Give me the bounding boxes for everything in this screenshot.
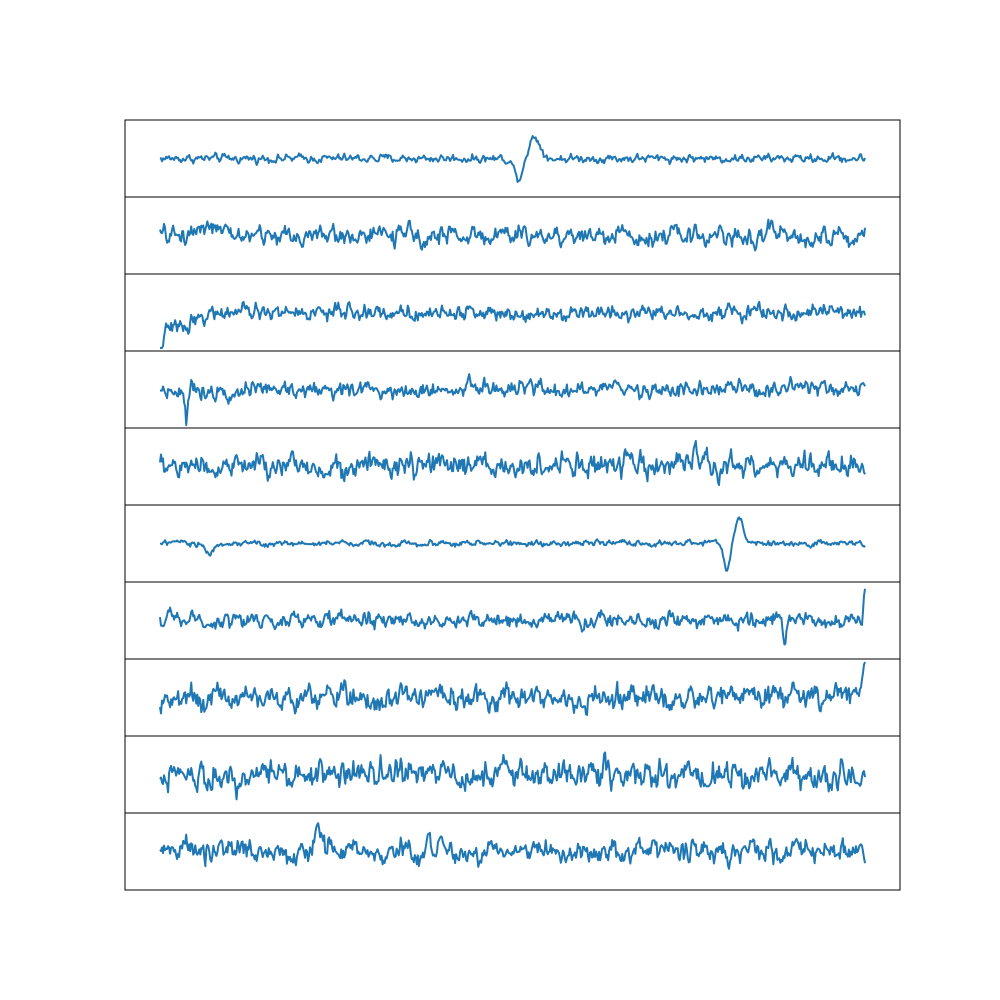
series-line-panel-10 — [159, 822, 866, 870]
series-line-panel-7 — [159, 588, 866, 646]
series-line-panel-4 — [159, 373, 866, 426]
panel-10 — [124, 812, 901, 891]
panel-frame-10 — [124, 812, 901, 891]
series-line-panel-2 — [159, 218, 866, 252]
series-line-panel-9 — [159, 751, 866, 801]
series-line-panel-5 — [159, 439, 866, 487]
series-line-panel-8 — [159, 661, 866, 716]
series-line-panel-6 — [159, 516, 866, 572]
series-line-panel-1 — [159, 135, 866, 183]
series-line-panel-3 — [160, 300, 866, 349]
panel-stack — [124, 119, 901, 891]
